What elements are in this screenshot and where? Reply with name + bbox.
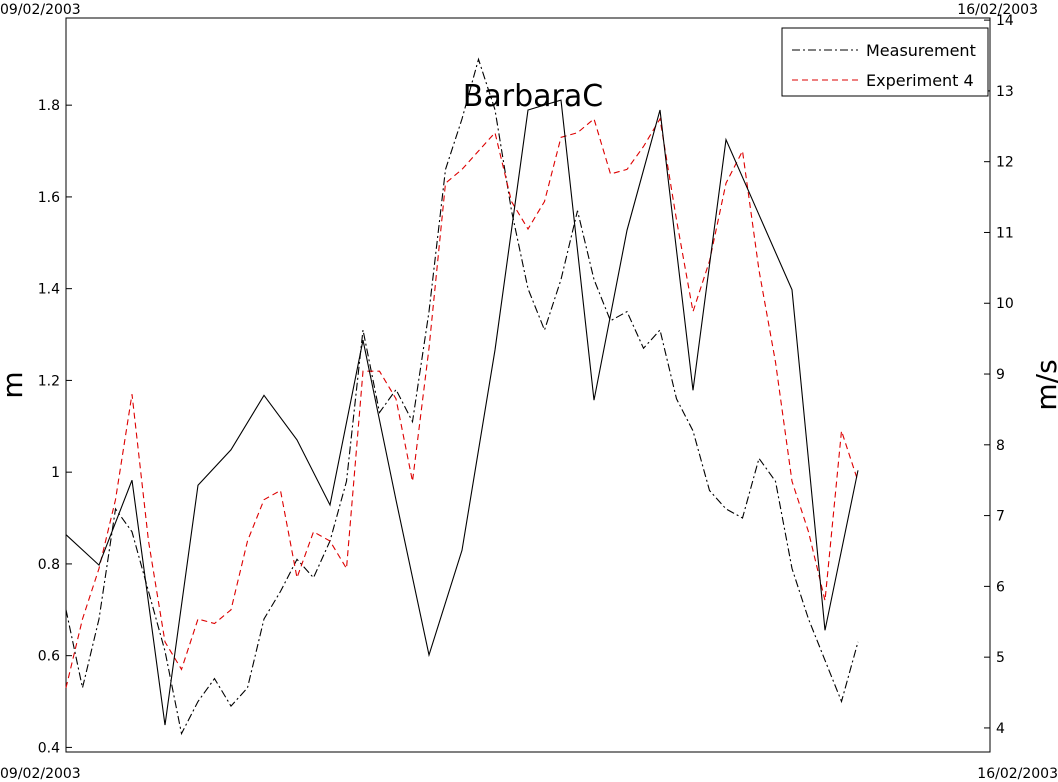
y-tick-label: 1.4: [38, 282, 60, 298]
y2-tick-label: 9: [996, 367, 1005, 383]
plot-frame: [65, 17, 991, 753]
y2-tick-label: 14: [996, 13, 1014, 29]
x-tick-label: 16/02/2003: [957, 2, 1038, 18]
y2-tick-label: 10: [996, 296, 1014, 312]
x-tick-label: 09/02/2003: [0, 2, 81, 18]
y2-tick-label: 5: [996, 650, 1005, 666]
y2-tick-label: 12: [996, 155, 1014, 171]
y-tick-label: 0.4: [38, 740, 60, 756]
y-tick-label: 1: [51, 465, 60, 481]
y-axis-label: m: [0, 371, 29, 398]
y-tick-label: 1.6: [38, 190, 60, 206]
y-tick-label: 1.2: [38, 373, 60, 389]
y2-tick-label: 7: [996, 509, 1005, 525]
y-tick-label: 1.8: [38, 98, 60, 114]
series-line: [65, 57, 859, 736]
x-tick-label: 09/02/2003: [0, 766, 81, 782]
legend-label: Measurement: [866, 41, 976, 60]
series-line: [65, 117, 859, 688]
legend-label: Experiment 4: [866, 71, 974, 90]
y-tick-label: 0.8: [38, 557, 60, 573]
y2-tick-label: 4: [996, 721, 1005, 737]
y2-tick-label: 6: [996, 579, 1005, 595]
y2-tick-label: 13: [996, 84, 1014, 100]
legend-box: [781, 27, 989, 97]
y2-tick-label: 8: [996, 438, 1005, 454]
x-tick-label: 16/02/2003: [977, 766, 1058, 782]
y-tick-label: 0.6: [38, 649, 60, 665]
y2-axis-label: m/s: [1030, 359, 1058, 410]
y2-tick-label: 11: [996, 225, 1014, 241]
series-line: [65, 99, 859, 726]
